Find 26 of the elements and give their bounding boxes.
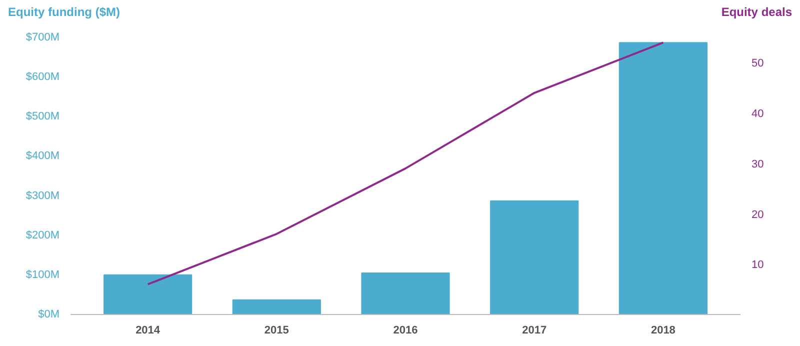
bar — [618, 42, 708, 314]
y2-tick-label: 30 — [752, 158, 764, 170]
y-tick-label: $500M — [26, 110, 60, 123]
x-tick-label: 2016 — [393, 324, 418, 336]
bar — [490, 200, 579, 314]
x-tick-label: 2018 — [650, 324, 676, 336]
bar — [232, 299, 321, 314]
bar — [361, 272, 450, 314]
y-tick-label: $700M — [26, 32, 60, 44]
bar — [104, 274, 192, 314]
y-tick-label: $100M — [26, 268, 60, 281]
x-tick-label: 2015 — [264, 324, 289, 336]
y2-tick-label: 10 — [752, 259, 764, 272]
x-tick-label: 2017 — [522, 324, 547, 336]
x-tick-label: 2014 — [136, 324, 161, 336]
y-tick-label: $200M — [26, 229, 60, 242]
y2-tick-label: 40 — [752, 108, 764, 120]
y2-tick-label: 50 — [752, 58, 764, 70]
y-tick-label: $600M — [26, 71, 60, 84]
y-axis-title: Equity funding ($M) — [8, 4, 120, 21]
y-tick-label: $400M — [26, 150, 60, 162]
y-tick-label: $300M — [26, 190, 60, 202]
y2-axis-title: Equity deals — [721, 4, 792, 21]
y-tick-label: $0M — [38, 308, 60, 320]
y2-tick-label: 20 — [752, 208, 764, 221]
line-series — [146, 42, 664, 286]
